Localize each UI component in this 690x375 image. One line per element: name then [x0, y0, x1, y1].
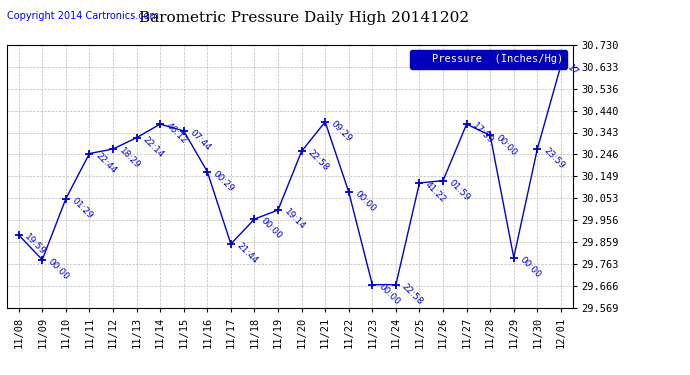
Text: 01:29: 01:29	[70, 196, 95, 220]
Text: 09:29: 09:29	[329, 119, 354, 144]
Text: 17: 17	[565, 63, 580, 77]
Text: 22:44: 22:44	[94, 151, 118, 175]
Text: 46:12: 46:12	[164, 122, 189, 146]
Text: 00:00: 00:00	[259, 216, 284, 241]
Text: 00:00: 00:00	[494, 133, 519, 158]
Text: 17:59: 17:59	[471, 122, 495, 146]
Legend: Pressure  (Inches/Hg): Pressure (Inches/Hg)	[410, 50, 567, 69]
Text: 22:58: 22:58	[400, 282, 424, 306]
Text: 22:58: 22:58	[306, 148, 331, 173]
Text: 19:59: 19:59	[23, 232, 48, 257]
Text: 01:59: 01:59	[447, 178, 472, 203]
Text: 21:44: 21:44	[235, 241, 259, 266]
Text: 07:44: 07:44	[188, 128, 213, 153]
Text: 00:29: 00:29	[211, 169, 236, 194]
Text: 23:59: 23:59	[542, 146, 566, 171]
Text: 00:00: 00:00	[377, 282, 401, 306]
Text: 00:00: 00:00	[46, 257, 71, 282]
Text: Barometric Pressure Daily High 20141202: Barometric Pressure Daily High 20141202	[139, 11, 469, 25]
Text: Copyright 2014 Cartronics.com: Copyright 2014 Cartronics.com	[7, 11, 159, 21]
Text: 19:14: 19:14	[282, 207, 307, 232]
Text: 00:00: 00:00	[518, 255, 542, 279]
Text: 00:00: 00:00	[353, 189, 377, 214]
Text: 18:29: 18:29	[117, 146, 141, 171]
Text: 41:22: 41:22	[424, 180, 448, 204]
Text: 22:14: 22:14	[141, 135, 165, 159]
